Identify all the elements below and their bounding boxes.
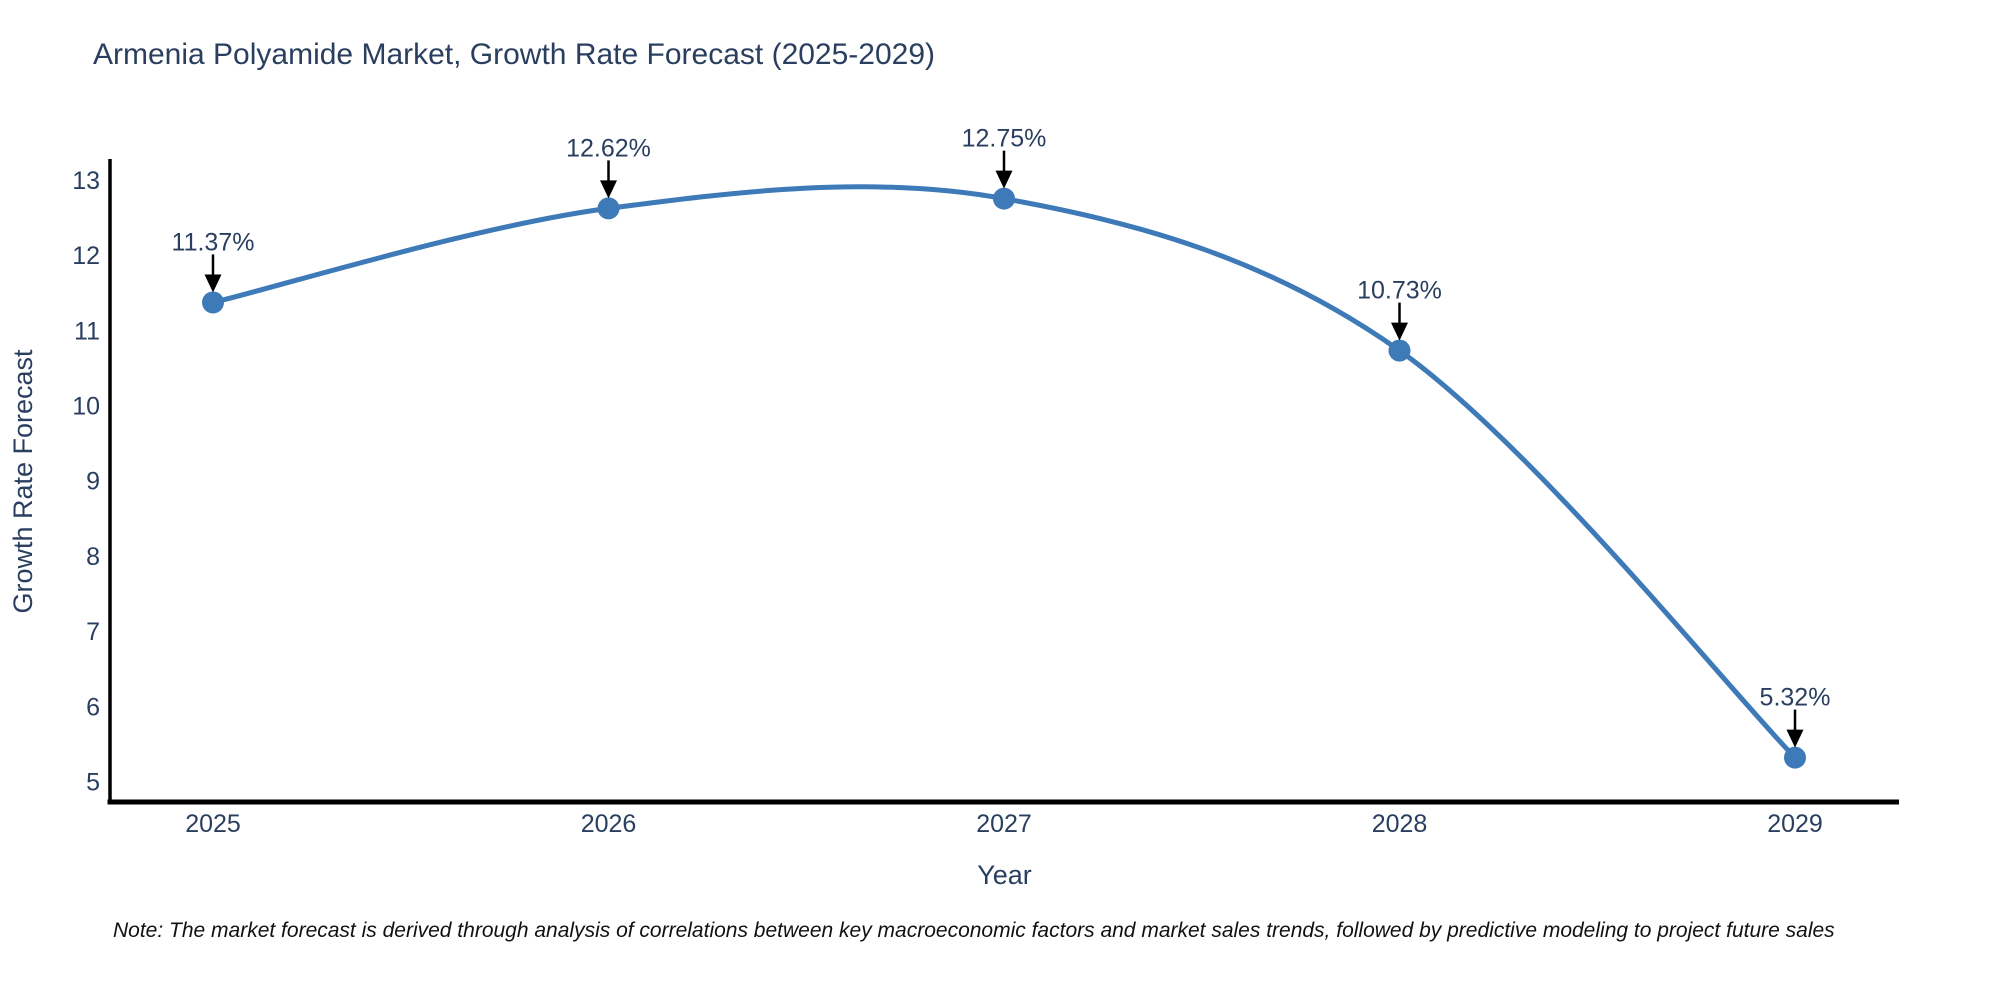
annotation-label: 12.75%: [962, 125, 1047, 153]
data-point-2028[interactable]: [1388, 339, 1411, 362]
forecast-line: [210, 184, 1798, 761]
annotation-arrowhead-icon: [995, 170, 1013, 189]
y-tick-label: 7: [86, 618, 100, 646]
data-point-2026[interactable]: [597, 197, 620, 220]
chart-title: Armenia Polyamide Market, Growth Rate Fo…: [93, 38, 936, 71]
y-tick-label: 13: [72, 167, 100, 195]
y-tick-label: 5: [86, 769, 100, 797]
annotation-arrowhead-icon: [600, 180, 617, 199]
annotation-arrowhead-icon: [204, 274, 222, 293]
y-tick-label: 6: [86, 693, 100, 721]
data-point-2025[interactable]: [202, 291, 224, 314]
footnote: Note: The market forecast is derived thr…: [113, 919, 1835, 942]
data-point-2027[interactable]: [993, 187, 1015, 210]
x-tick-label: 2029: [1767, 810, 1823, 838]
x-tick-label: 2027: [976, 810, 1032, 838]
annotation-arrowhead-icon: [1391, 322, 1408, 341]
y-tick-label: 11: [74, 317, 100, 345]
annotation-label: 12.62%: [566, 134, 651, 162]
y-tick-label: 8: [86, 543, 100, 571]
y-tick-label: 10: [72, 393, 100, 421]
x-tick-label: 2025: [185, 810, 241, 838]
y-tick-label: 12: [72, 242, 100, 270]
x-tick-label: 2026: [581, 810, 637, 838]
x-tick-label: 2028: [1372, 810, 1428, 838]
annotation-label: 10.73%: [1357, 277, 1442, 305]
annotation-arrowhead-icon: [1786, 729, 1804, 748]
annotation-label: 5.32%: [1760, 684, 1831, 712]
annotation-label: 11.37%: [172, 228, 255, 256]
y-axis-title: Growth Rate Forecast: [8, 349, 38, 614]
y-tick-label: 9: [86, 468, 100, 496]
x-axis-title: Year: [977, 860, 1032, 890]
data-point-2029[interactable]: [1784, 746, 1806, 769]
